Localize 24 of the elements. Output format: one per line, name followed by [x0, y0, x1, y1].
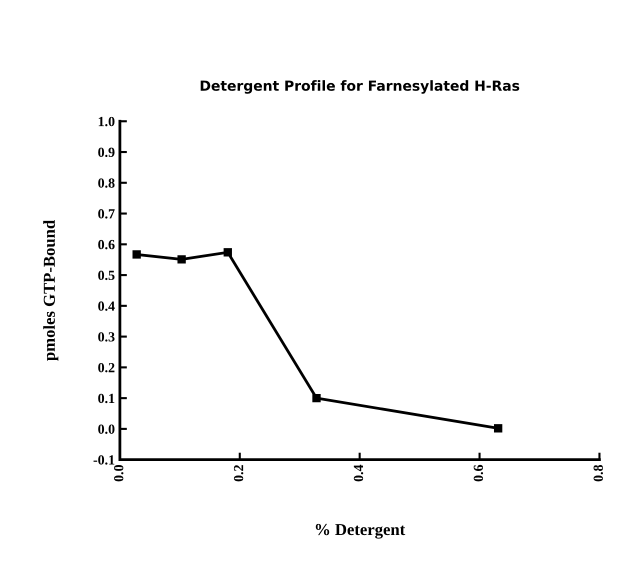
y-tick-label: 0.7	[98, 209, 115, 219]
x-axis-title: % Detergent	[316, 524, 406, 539]
y-tick-label: 0.2	[98, 362, 114, 372]
y-tick-label: 0.8	[98, 178, 115, 188]
chart-title: Detergent Profile for Farnesylated H-Ras	[200, 80, 520, 94]
point	[312, 394, 321, 402]
y-tick-label: 0.5	[98, 270, 115, 280]
point	[224, 248, 232, 256]
y-tick-label: 0.4	[98, 301, 115, 311]
y-tick-label: 0.1	[98, 394, 114, 404]
y-tick-label: -0.1	[94, 455, 114, 465]
x-tick-label: 0.8	[594, 464, 603, 482]
x-tick-label: 0.4	[354, 464, 364, 482]
x-tick-label: 0.6	[474, 464, 484, 482]
point	[494, 424, 502, 432]
y-tick-label: 1.0	[98, 116, 114, 126]
x-tick-label: 0.2	[234, 465, 244, 482]
y-tick-label: 0.3	[98, 332, 115, 342]
y-tick-label: 0.9	[98, 148, 115, 158]
y-tick-label: 0.6	[98, 240, 115, 250]
point	[132, 250, 141, 259]
point	[177, 255, 186, 264]
y-axis-title: pmoles GTP-Bound	[43, 220, 58, 361]
y-tick-label: 0.0	[98, 424, 114, 434]
